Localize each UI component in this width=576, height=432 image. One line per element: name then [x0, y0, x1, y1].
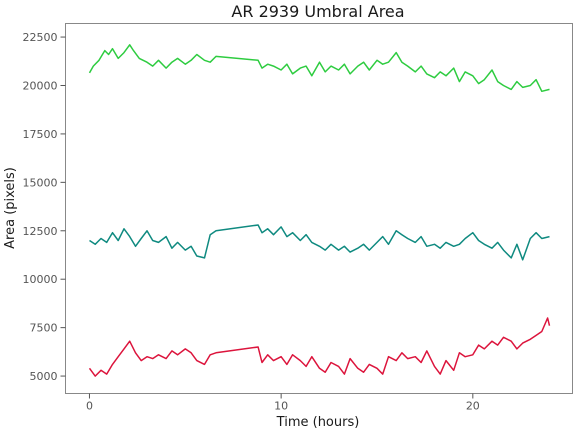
chart-title: AR 2939 Umbral Area	[231, 2, 404, 21]
y-tick-label: 5000	[30, 370, 58, 383]
y-axis-label: Area (pixels)	[3, 167, 18, 249]
y-tick-label: 20000	[23, 79, 58, 92]
y-tick-label: 12500	[23, 225, 58, 238]
y-tick-label: 15000	[23, 176, 58, 189]
x-tick-label: 10	[274, 400, 288, 413]
series-line-3	[88, 317, 551, 377]
x-tick-label: 0	[86, 400, 93, 413]
plot-series	[88, 44, 551, 377]
y-tick-label: 17500	[23, 128, 58, 141]
y-tick-label: 7500	[30, 322, 58, 335]
y-tick-label: 22500	[23, 31, 58, 44]
x-tick-label: 20	[466, 400, 480, 413]
plot-frame	[65, 23, 573, 394]
y-axis: 5000 7500 10000 12500 15000 17500 20000 22500	[23, 31, 66, 383]
series-line-1	[88, 44, 550, 93]
y-tick-label: 10000	[23, 273, 58, 286]
x-axis: 0 10 20	[86, 393, 480, 413]
x-axis-label: Time (hours)	[276, 415, 360, 430]
series-line-2	[89, 224, 550, 261]
